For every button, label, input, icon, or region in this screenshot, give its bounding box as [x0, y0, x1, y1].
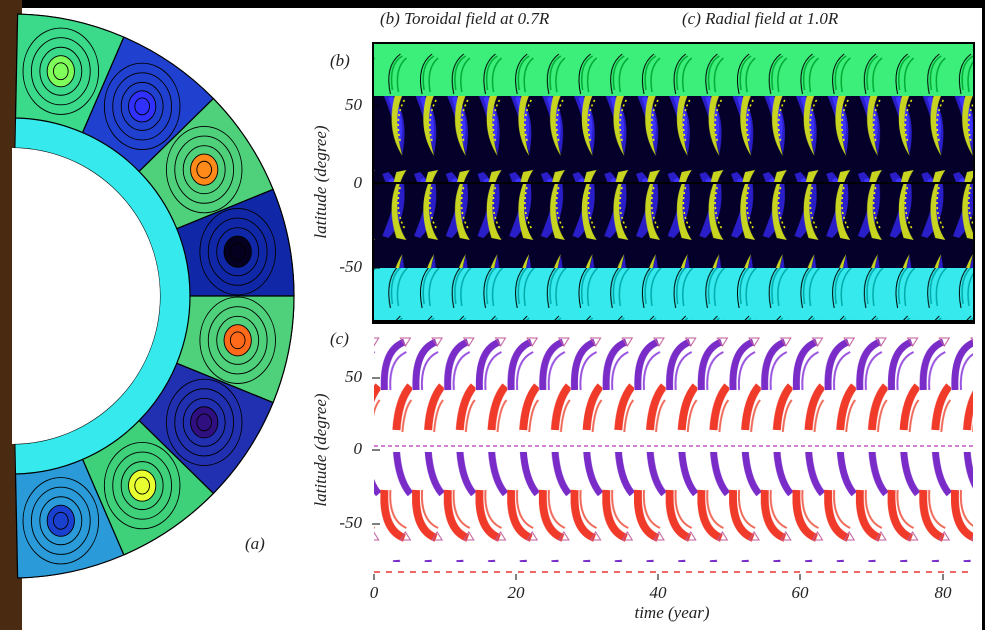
contour [182, 145, 226, 195]
x-tick-label: 0 [370, 583, 379, 602]
contour [39, 496, 83, 546]
contour [30, 486, 91, 555]
contour [22, 27, 100, 115]
y-tick-label: -50 [339, 513, 362, 532]
contour [134, 97, 150, 116]
contour [53, 62, 69, 81]
contour [174, 388, 235, 457]
contour [120, 461, 164, 511]
band [374, 184, 973, 268]
contour [103, 441, 181, 530]
y-label: latitude (degree) [311, 393, 330, 506]
contour [199, 296, 276, 384]
y-label: latitude (degree) [311, 125, 330, 238]
x-tick-label: 60 [792, 583, 810, 602]
contour [196, 160, 212, 179]
contour [174, 135, 235, 204]
band [374, 330, 973, 440]
contour [229, 331, 246, 350]
contour [216, 315, 260, 365]
y-tick-label: 0 [354, 173, 363, 192]
contour [229, 242, 246, 261]
contour [103, 62, 181, 151]
x-tick-label: 80 [935, 583, 953, 602]
contour [112, 451, 173, 520]
contour [112, 72, 173, 141]
contour [196, 413, 212, 432]
band [374, 96, 973, 182]
contour [30, 37, 91, 106]
band [374, 44, 973, 96]
panel-label: (c) [330, 329, 349, 348]
inner-core [12, 148, 160, 444]
contour [207, 306, 268, 375]
x-tick-label: 40 [650, 583, 668, 602]
title: (c) Radial field at 1.0R [682, 9, 839, 28]
y-tick-label: 50 [345, 367, 363, 386]
panel-label: (b) [330, 51, 350, 70]
x-label: time (year) [634, 603, 709, 622]
contour [207, 217, 268, 286]
contour [165, 126, 243, 214]
x-tick-label: 20 [508, 583, 526, 602]
contour [39, 46, 83, 96]
contour [165, 378, 243, 466]
band [374, 452, 973, 562]
contour [134, 476, 150, 495]
contour [216, 227, 260, 277]
contour [199, 208, 276, 296]
contour [53, 511, 69, 530]
contour [120, 81, 164, 131]
meridional-section [12, 13, 295, 579]
y-tick-label: 0 [354, 439, 363, 458]
panel-label: (a) [245, 534, 265, 553]
contour [182, 397, 226, 447]
title: (b) Toroidal field at 0.7R [380, 9, 550, 28]
band [374, 268, 973, 320]
contour [22, 477, 100, 565]
y-tick-label: -50 [339, 257, 362, 276]
y-tick-label: 50 [345, 95, 363, 114]
